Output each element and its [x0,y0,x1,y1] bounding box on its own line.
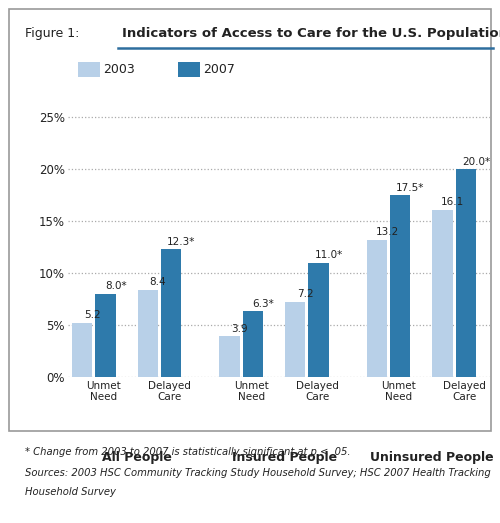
Bar [308,263,328,377]
Text: 8.0*: 8.0* [105,281,126,291]
Text: 3.9: 3.9 [232,324,248,334]
Text: 20.0*: 20.0* [462,157,490,167]
Text: Insured People: Insured People [232,451,337,464]
Bar [220,336,240,377]
Bar [366,240,387,377]
Text: 17.5*: 17.5* [396,183,424,192]
Text: Uninsured People: Uninsured People [370,451,494,464]
Text: 16.1: 16.1 [441,197,464,207]
Bar [390,195,410,377]
Text: 7.2: 7.2 [297,289,314,299]
Bar [456,169,476,377]
Text: Figure 1:: Figure 1: [25,28,80,40]
Text: 2007: 2007 [204,63,236,76]
Text: 6.3*: 6.3* [252,299,274,309]
Text: Household Survey: Household Survey [25,487,116,497]
Bar [432,210,453,377]
Text: 8.4: 8.4 [150,277,166,287]
Text: * Change from 2003 to 2007 is statistically significant at p < .05.: * Change from 2003 to 2007 is statistica… [25,447,350,457]
Bar [72,323,92,377]
Text: 13.2: 13.2 [376,227,398,237]
Bar [242,311,263,377]
Text: 5.2: 5.2 [84,310,100,320]
Text: 12.3*: 12.3* [167,236,196,246]
Bar [95,293,116,377]
Text: All People: All People [102,451,172,464]
Bar [161,249,182,377]
Text: Indicators of Access to Care for the U.S. Population: Indicators of Access to Care for the U.S… [122,28,500,40]
Text: 2003: 2003 [104,63,135,76]
Bar [285,302,306,377]
Text: 11.0*: 11.0* [314,250,343,260]
Bar [138,290,158,377]
Text: Sources: 2003 HSC Community Tracking Study Household Survey; HSC 2007 Health Tra: Sources: 2003 HSC Community Tracking Stu… [25,468,491,478]
